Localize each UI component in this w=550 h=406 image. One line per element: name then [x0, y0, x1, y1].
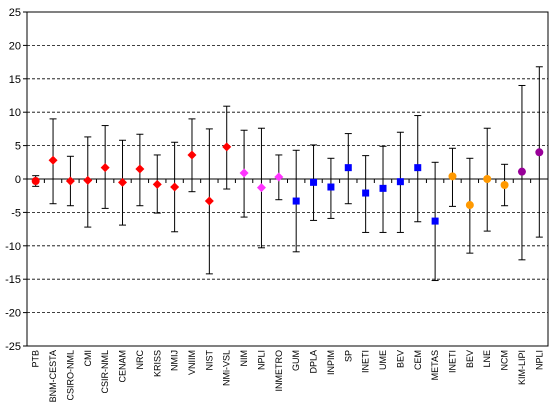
x-tick-label: KIM-LIPI — [517, 350, 527, 385]
x-tick-label: GUM — [291, 350, 301, 371]
data-point-diamond — [187, 150, 197, 160]
x-tick-label: CSIRO-NML — [65, 350, 75, 401]
y-tick-label: 10 — [9, 107, 21, 119]
x-tick-label: BEV — [395, 350, 405, 368]
data-point-circle — [483, 175, 492, 183]
data-point-square — [344, 164, 352, 172]
gridlines — [27, 45, 548, 314]
x-tick-label: CENAM — [118, 350, 128, 383]
y-tick-label: 25 — [9, 7, 21, 19]
data-point-diamond — [83, 175, 93, 185]
data-point-diamond — [256, 183, 266, 193]
x-tick-label: KRISS — [152, 350, 162, 377]
axes — [23, 11, 549, 347]
x-tick-label: BEV — [465, 350, 475, 368]
x-tick-label: INETI — [447, 350, 457, 373]
data-point-square — [414, 164, 422, 172]
data-point-square — [310, 178, 318, 186]
data-point-diamond — [135, 164, 145, 174]
x-tick-label: SP — [343, 350, 353, 362]
data-point-square — [292, 197, 300, 205]
x-tick-label: PTB — [31, 350, 41, 368]
y-tick-label: 0 — [15, 174, 21, 186]
y-tick-label: 20 — [9, 40, 21, 52]
x-tick-label: NPLI — [256, 350, 266, 370]
x-tick-label: BNM-CESTA — [48, 350, 58, 402]
data-points — [31, 142, 544, 225]
y-tick-label: -10 — [5, 241, 21, 253]
y-tick-label: -20 — [5, 308, 21, 320]
x-tick-label: INETI — [361, 350, 371, 373]
data-point-circle — [448, 172, 457, 181]
x-tick-label: LNE — [482, 350, 492, 368]
data-point-diamond — [152, 179, 162, 189]
data-point-circle — [500, 181, 509, 190]
data-point-diamond — [170, 182, 180, 192]
data-point-circle — [465, 201, 474, 210]
y-tick-label: -25 — [5, 341, 21, 353]
data-point-square — [379, 184, 387, 192]
data-point-circle — [517, 167, 526, 176]
x-tick-label: VNIIM — [187, 350, 197, 375]
data-point-square — [362, 189, 370, 197]
data-point-diamond — [118, 177, 128, 187]
data-point-circle — [535, 148, 544, 157]
x-tick-label: NCM — [500, 350, 510, 371]
x-tick-label: NIST — [204, 350, 214, 371]
y-tick-label: -15 — [5, 274, 21, 286]
x-tick-label: CMI — [83, 350, 93, 367]
y-tick-label: 5 — [15, 141, 21, 153]
x-tick-label: INMETRO — [274, 350, 284, 392]
y-tick-label: 15 — [9, 74, 21, 86]
x-tick-label: UME — [378, 350, 388, 370]
data-point-square — [431, 217, 439, 225]
x-tick-label: NIM — [239, 350, 249, 367]
x-tick-label: INPIM — [326, 350, 336, 375]
x-tick-label: NPLI — [534, 350, 544, 370]
x-tick-label: DPLA — [309, 350, 319, 374]
x-tick-label: CSIR-NML — [100, 350, 110, 394]
data-point-square — [396, 178, 404, 186]
data-point-circle — [31, 177, 40, 186]
data-point-diamond — [48, 155, 58, 165]
x-tick-label: NMi-VSL — [222, 350, 232, 386]
data-point-diamond — [204, 196, 214, 206]
data-point-diamond — [239, 168, 249, 178]
y-tick-label: -5 — [11, 207, 21, 219]
x-tick-label: METAS — [430, 350, 440, 380]
x-tick-label: CEM — [413, 350, 423, 370]
data-point-diamond — [65, 176, 75, 186]
data-point-square — [327, 183, 335, 191]
data-point-diamond — [274, 172, 284, 182]
tick-labels: 25 20 15 10 5 0 -5 -10 -15 -20 -25 PTB BNM-CESTA CSIR… — [5, 7, 544, 402]
x-tick-label: NMIJ — [170, 350, 180, 371]
data-point-diamond — [100, 163, 110, 173]
error-bars — [32, 66, 543, 282]
x-tick-label: NRC — [135, 350, 145, 370]
data-point-diamond — [222, 142, 232, 152]
